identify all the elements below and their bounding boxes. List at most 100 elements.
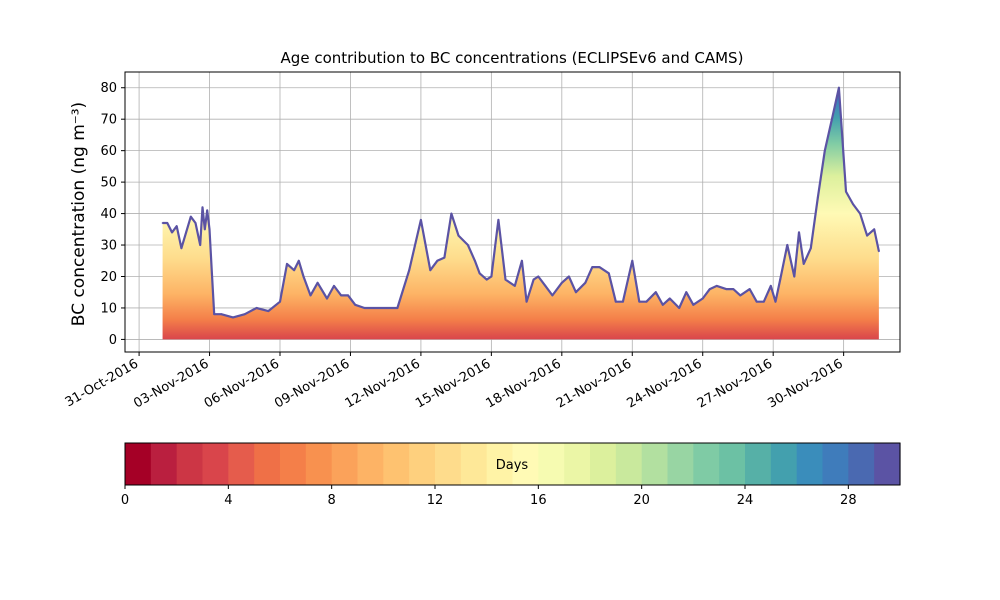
data-point [725,288,728,290]
data-point [638,300,641,303]
data-point [591,266,594,268]
colorbar-segment [460,443,488,485]
x-tick-label: 03-Nov-2016 [131,356,211,411]
data-point [816,196,819,199]
colorbar: 0 4 8 12 16 20 24 28 [121,442,901,508]
data-point [189,215,192,218]
data-point [575,291,577,294]
data-point [354,303,357,306]
data-point [873,228,876,231]
data-point [701,297,704,300]
data-point [551,294,554,297]
data-point [243,313,246,316]
data-point [340,294,342,297]
data-point [478,272,481,275]
data-point [654,291,657,294]
colorbar-segment [564,443,591,485]
data-point [755,300,758,303]
data-point [631,259,634,262]
data-point [436,259,439,262]
stacked-area-total [162,87,879,340]
data-point [208,228,211,231]
data-point [175,225,178,228]
y-tick-label: 80 [100,81,117,96]
data-point [779,278,782,281]
y-tick-label: 50 [100,176,117,191]
data-point [786,244,789,246]
x-tick-label: 15-Nov-2016 [413,356,493,411]
data-point [532,278,535,281]
plot-frame [124,71,901,353]
data-point [347,294,349,297]
colorbar-segment [667,443,694,485]
chart-title: Age contribution to BC concentrations (E… [281,49,744,67]
data-point [490,275,493,278]
colorbar-tick-label: 0 [121,493,129,508]
data-point [823,149,826,152]
data-point [199,244,202,246]
data-point [762,300,765,303]
data-point [584,281,587,284]
data-point [793,275,796,278]
x-axis: 31-Oct-201603-Nov-201606-Nov-201609-Nov-… [63,352,846,411]
data-point [878,250,880,253]
colorbar-segment [796,443,824,485]
y-tick-label: 60 [100,144,117,159]
data-point [809,247,812,250]
data-point [485,278,488,281]
data-point [297,259,300,262]
data-point [504,278,507,281]
colorbar-segment [719,443,746,485]
data-point [316,281,319,284]
colorbar-segment [486,443,514,485]
data-point [497,219,500,221]
colorbar-tick-label: 16 [530,493,547,508]
data-point [326,297,328,300]
data-point [213,313,216,316]
colorbar-label: Days [496,458,529,473]
data-point [521,259,523,262]
colorbar-segment [770,443,798,485]
colorbar-segment [693,443,720,485]
colorbar-segment [280,443,307,485]
y-tick-label: 70 [100,113,117,128]
data-point [525,300,528,303]
data-point [203,228,206,231]
data-point [598,266,601,268]
data-point [568,275,570,278]
data-point [537,275,540,278]
x-tick-label: 31-Oct-2016 [63,356,141,410]
data-point [420,219,422,221]
data-point [161,222,164,224]
data-point [845,190,847,193]
data-point [232,316,234,319]
x-tick-label: 18-Nov-2016 [484,356,564,411]
data-point [560,281,563,284]
colorbar-segment [745,443,772,485]
data-point [443,256,446,259]
data-point [798,231,800,234]
data-point [774,300,777,303]
colorbar-frame [124,442,901,486]
x-tick-label: 27-Nov-2016 [695,356,775,411]
x-tick-label: 06-Nov-2016 [202,356,282,411]
colorbar-segment [822,443,849,485]
data-point [831,118,833,121]
data-point [607,272,610,275]
data-point [363,307,366,309]
colorbar-segment [202,443,229,485]
y-tick-label: 30 [100,239,117,254]
data-point [309,294,312,297]
x-tick-label: 24-Nov-2016 [624,356,704,411]
series-top-line [162,86,880,319]
y-tick-label: 10 [100,301,117,316]
x-tick-label: 12-Nov-2016 [343,356,423,411]
colorbar-segment [176,443,204,485]
data-point [692,303,695,306]
colorbar-segment [538,443,565,485]
colorbar-segment [512,443,539,485]
data-point [171,231,173,234]
data-point [408,269,411,272]
colorbar-segment [254,443,281,485]
